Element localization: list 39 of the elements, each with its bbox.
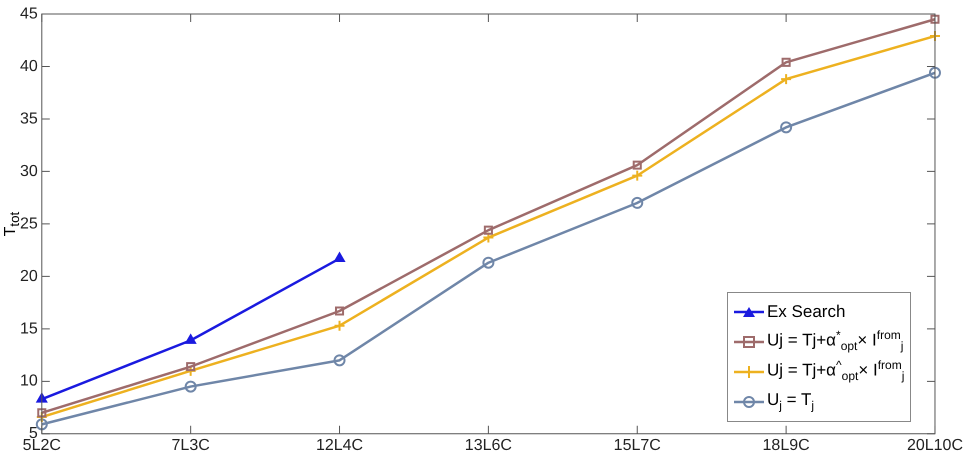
point [928,66,941,79]
point [780,73,792,86]
x-tick-label: 7L3C [172,436,210,454]
point [930,14,940,24]
point [36,418,48,430]
point [782,58,791,67]
point [631,170,644,182]
point [334,320,346,332]
y-tick-label: 30 [20,162,38,180]
y-tick-label: 20 [20,268,38,285]
point [37,408,46,418]
point [482,232,494,244]
x-tick-label: 15L7C [614,436,661,454]
y-tick-label: 15 [20,320,38,338]
y-tick-label: 10 [20,372,38,390]
point [334,252,345,262]
y-tick-label: 35 [20,110,38,128]
y-tick-label: 40 [20,58,38,75]
point [186,362,196,372]
point [184,364,197,377]
point [780,121,792,134]
point [184,380,197,393]
legend-label: Ex Search [766,302,846,322]
point [928,30,941,42]
legend-label: U$_{j}$ = T$_{j}$ [766,390,814,414]
point [484,226,493,235]
point [631,196,644,209]
point [632,160,642,170]
x-tick-label: 18L9C [762,436,810,454]
point [185,334,196,344]
x-tick-label: 13L6C [464,436,512,454]
point [482,256,494,269]
y-tick-label: 25 [20,215,38,232]
point [36,411,48,424]
x-tick-label: 12L4C [316,436,364,454]
point [334,306,344,316]
x-tick-label: 20L10C [906,436,963,454]
y-tick-label: 45 [20,5,38,22]
point [334,354,346,366]
